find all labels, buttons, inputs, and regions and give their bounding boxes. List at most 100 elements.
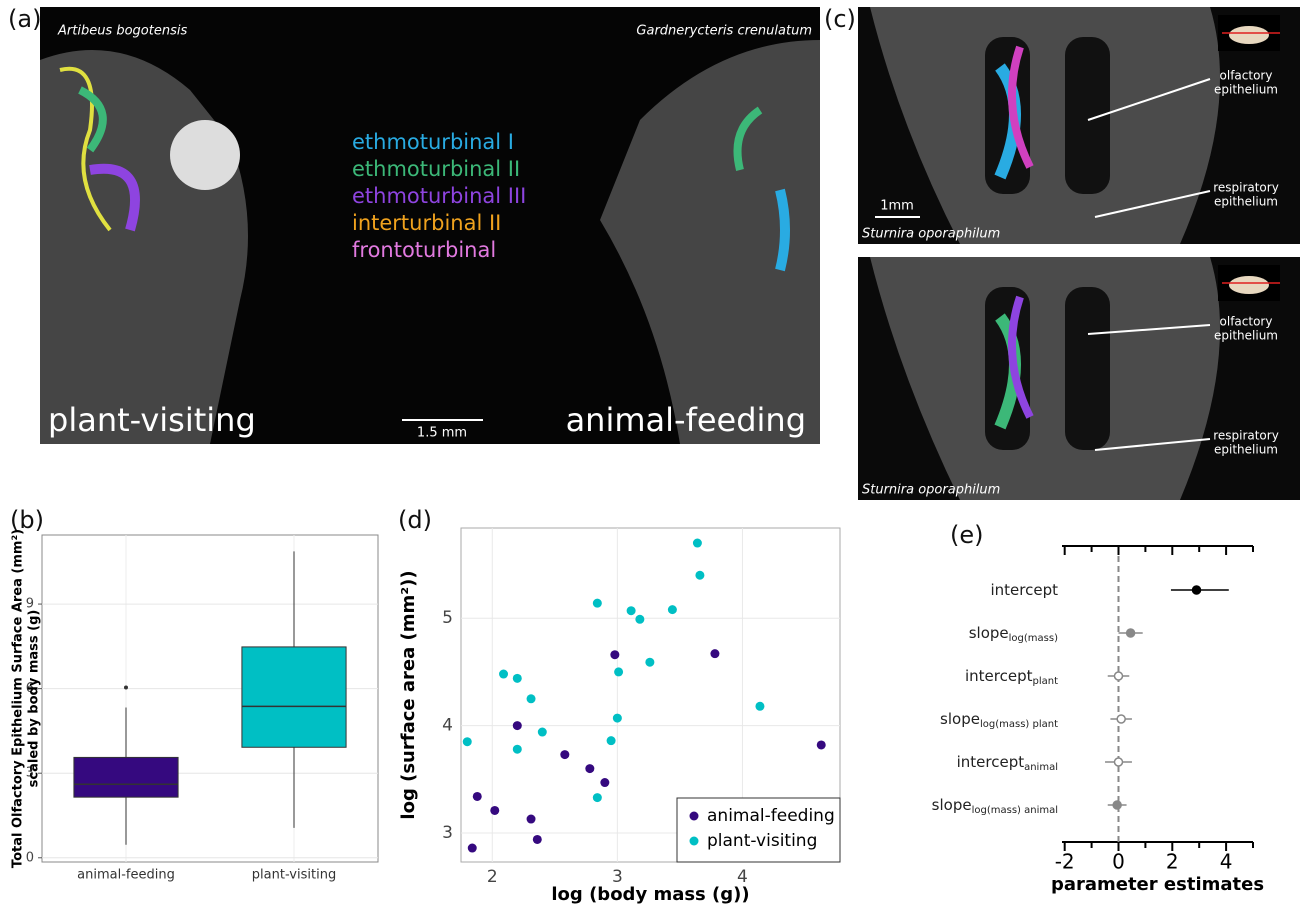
panel-label: (e) (950, 521, 984, 549)
x-tick-label: plant-visiting (252, 868, 336, 883)
x-tick-label: -2 (1055, 850, 1075, 874)
annotation: olfactory (1220, 69, 1273, 83)
y-tick-label: 4 (442, 716, 453, 736)
point (614, 667, 623, 676)
row-label-sub: log(mass) animal (972, 805, 1058, 816)
point (817, 740, 826, 749)
nasal-cavity (1065, 287, 1110, 450)
y-tick-label: 5 (442, 608, 453, 628)
point (513, 674, 522, 683)
figure: (a) Artibeus bogotensis Gardnerycteris c… (0, 0, 1300, 904)
scale-label: 1mm (880, 199, 914, 214)
estimate (1113, 801, 1121, 809)
point (613, 714, 622, 723)
annotation: respiratory (1213, 429, 1279, 443)
estimate (1193, 586, 1201, 594)
x-tick-label: animal-feeding (77, 868, 175, 883)
outlier (124, 686, 128, 690)
point (610, 650, 619, 659)
point (560, 750, 569, 759)
annotation: olfactory (1220, 315, 1273, 329)
row-label-sub: log(mass) plant (980, 719, 1058, 730)
point (710, 649, 719, 658)
legend-entry: ethmoturbinal II (352, 157, 520, 181)
point (755, 702, 764, 711)
estimate (1127, 629, 1135, 637)
panel-c: olfactoryrespiratoryepitheliumepithelium… (858, 7, 1300, 500)
row-label: slopelog(mass) plant (940, 710, 1058, 731)
point (499, 670, 508, 679)
row-label: slopelog(mass) (969, 624, 1058, 645)
box (74, 757, 178, 797)
point (468, 844, 477, 853)
annotation: epithelium (1214, 443, 1278, 457)
turbinal (780, 190, 785, 270)
point (533, 835, 542, 844)
row-label: intercept (991, 581, 1059, 599)
annotation: epithelium (1214, 195, 1278, 209)
point (463, 737, 472, 746)
point (585, 764, 594, 773)
x-tick-label: 4 (1220, 850, 1233, 874)
legend-marker (690, 837, 699, 846)
point (527, 694, 536, 703)
row-label-main: slope (969, 624, 1009, 642)
legend-entry: ethmoturbinal III (352, 184, 526, 208)
point (600, 778, 609, 787)
point (527, 815, 536, 824)
legend-label: animal-feeding (707, 806, 835, 826)
point (627, 606, 636, 615)
species-label: Sturnira oporaphilum (862, 227, 1000, 242)
point (645, 658, 654, 667)
x-axis-label: parameter estimates (1051, 874, 1264, 895)
legend-entry: frontoturbinal (352, 238, 496, 262)
y-tick-label: 0 (26, 850, 34, 865)
point (513, 745, 522, 754)
estimate (1114, 758, 1122, 766)
point (635, 615, 644, 624)
row-label-sub: animal (1024, 762, 1058, 773)
y-tick-label: 3 (442, 823, 453, 843)
point (668, 605, 677, 614)
estimate (1114, 672, 1122, 680)
legend-entry: ethmoturbinal I (352, 130, 514, 154)
box (242, 647, 346, 747)
skull-icon (1229, 26, 1269, 44)
row-label-sub: log(mass) (1009, 633, 1058, 644)
diet-label: plant-visiting (48, 401, 256, 439)
legend-label: plant-visiting (707, 831, 817, 851)
point (538, 728, 547, 737)
nasal-cavity (985, 287, 1030, 450)
point (593, 599, 602, 608)
x-tick-label: 0 (1112, 850, 1125, 874)
annotation: epithelium (1214, 329, 1278, 343)
point (490, 806, 499, 815)
row-label: slopelog(mass) animal (932, 796, 1058, 817)
point (607, 736, 616, 745)
row-label: interceptanimal (957, 753, 1058, 774)
row-label-main: slope (940, 710, 980, 728)
point (593, 793, 602, 802)
row-label-main: intercept (965, 667, 1033, 685)
scale-label: 1.5 mm (417, 426, 467, 441)
panel-label: (d) (398, 506, 432, 534)
y-axis-label: log (surface area (mm²)) (398, 570, 419, 819)
row-label-main: slope (932, 796, 972, 814)
estimate (1117, 715, 1125, 723)
point (693, 539, 702, 548)
skull-icon (1229, 276, 1269, 294)
eye (170, 120, 240, 190)
row-label: interceptplant (965, 667, 1058, 688)
point (513, 721, 522, 730)
legend-entry: interturbinal II (352, 211, 501, 235)
point (695, 571, 704, 580)
species-label: Artibeus bogotensis (57, 24, 187, 39)
y-axis-label: Total Olfactory Epithelium Surface Area … (11, 529, 26, 868)
row-label-sub: plant (1032, 676, 1058, 687)
x-tick-label: 2 (487, 867, 498, 887)
row-label-main: intercept (957, 753, 1025, 771)
legend-marker (690, 812, 699, 821)
point (473, 792, 482, 801)
annotation: respiratory (1213, 181, 1279, 195)
panel-label: (c) (824, 5, 856, 33)
